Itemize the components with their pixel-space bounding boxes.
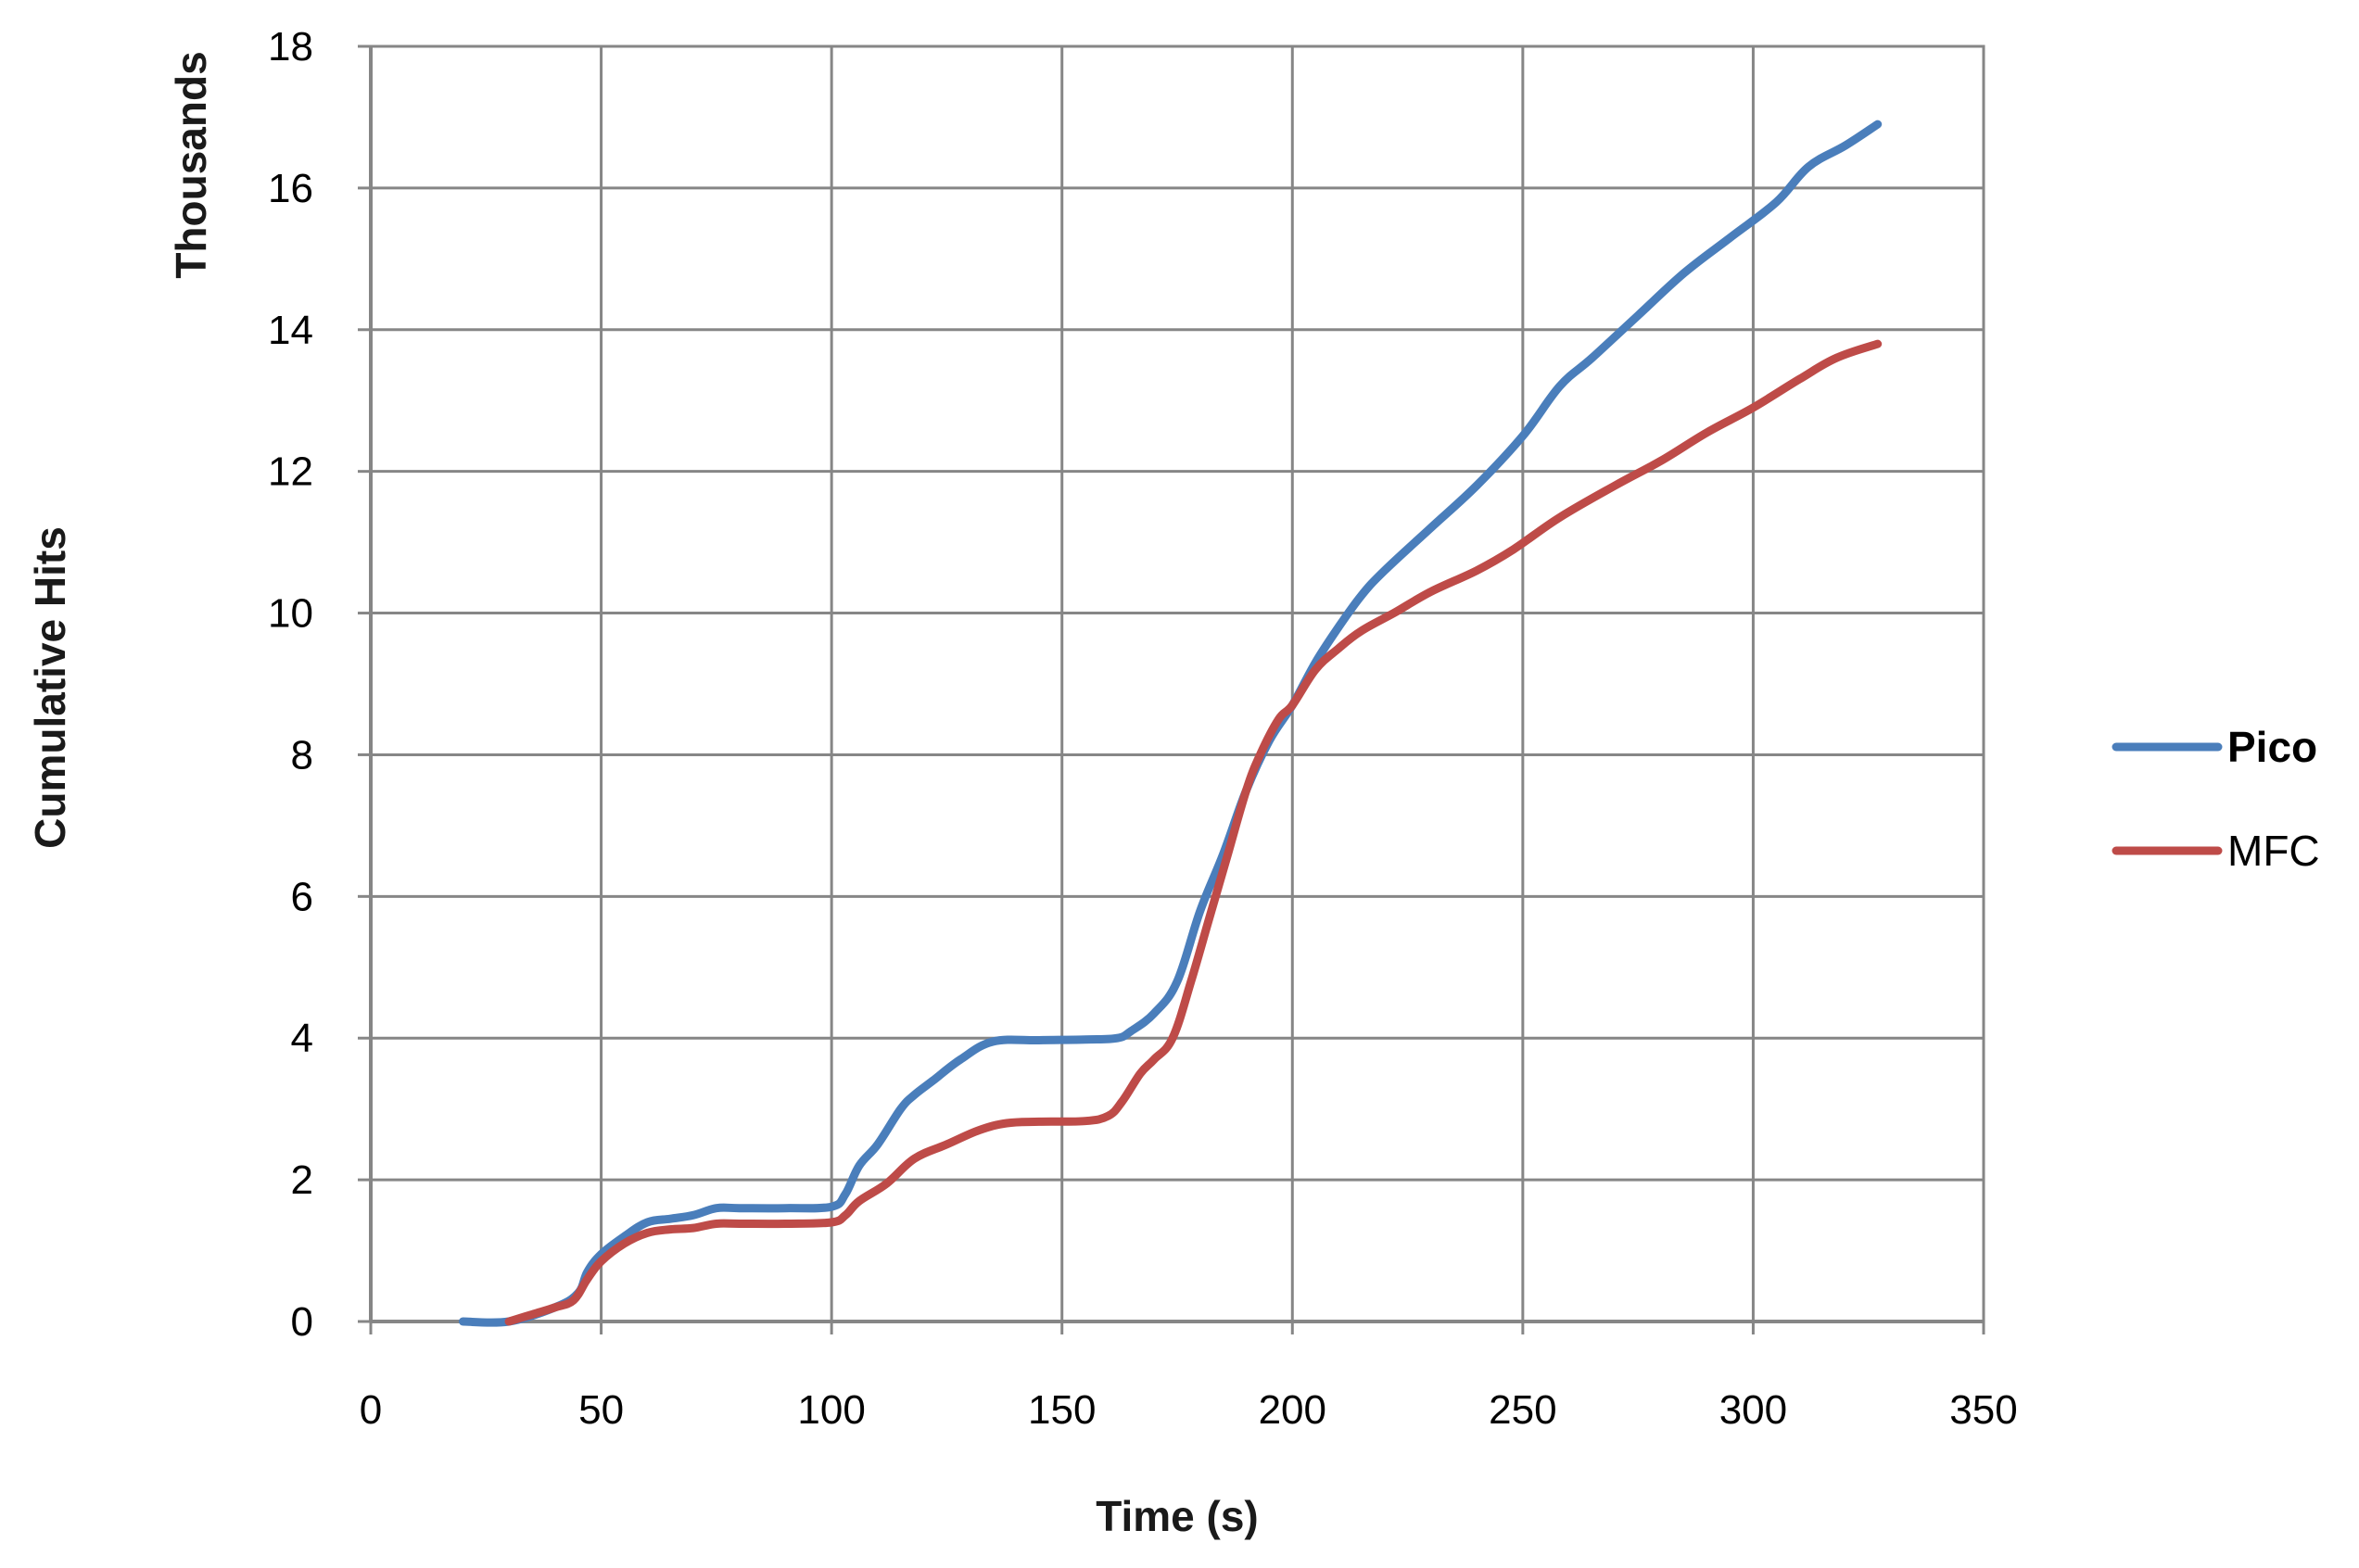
x-tick-label: 0 [360, 1387, 382, 1433]
y-tick-label: 14 [268, 308, 313, 353]
tick-labels: 0 2 4 6 8 10 12 14 16 18 0 50 100 150 200 250 300 350 [268, 24, 2018, 1433]
y-unit-label: Thousands [167, 51, 215, 278]
y-tick-label: 8 [291, 732, 313, 778]
series-lines [458, 120, 1883, 1327]
y-tick-label: 16 [268, 166, 313, 211]
legend-label-pico: Pico [2227, 723, 2317, 771]
x-tick-label: 350 [1949, 1387, 2017, 1433]
y-tick-label: 10 [268, 591, 313, 637]
x-tick-label: 300 [1719, 1387, 1787, 1433]
x-tick-label: 250 [1489, 1387, 1556, 1433]
y-tick-label: 2 [291, 1157, 313, 1203]
y-axis-title: Cumulative Hits [26, 526, 74, 849]
x-tick-label: 50 [578, 1387, 624, 1433]
legend-label-mfc: MFC [2227, 827, 2320, 875]
y-tick-label: 6 [291, 874, 313, 919]
x-tick-label: 100 [797, 1387, 865, 1433]
x-tick-label: 200 [1259, 1387, 1326, 1433]
plot-area [369, 44, 1985, 1323]
y-tick-label: 0 [291, 1299, 313, 1345]
y-tick-label: 4 [291, 1016, 313, 1061]
series-line-pico [458, 120, 1883, 1327]
axes [358, 44, 1985, 1334]
y-tick-label: 12 [268, 449, 313, 495]
x-tick-label: 150 [1028, 1387, 1096, 1433]
y-tick-label: 18 [268, 24, 313, 70]
x-axis-title: Time (s) [1096, 1492, 1259, 1540]
series-line-mfc [504, 339, 1883, 1326]
legend: Pico MFC [2112, 723, 2320, 875]
